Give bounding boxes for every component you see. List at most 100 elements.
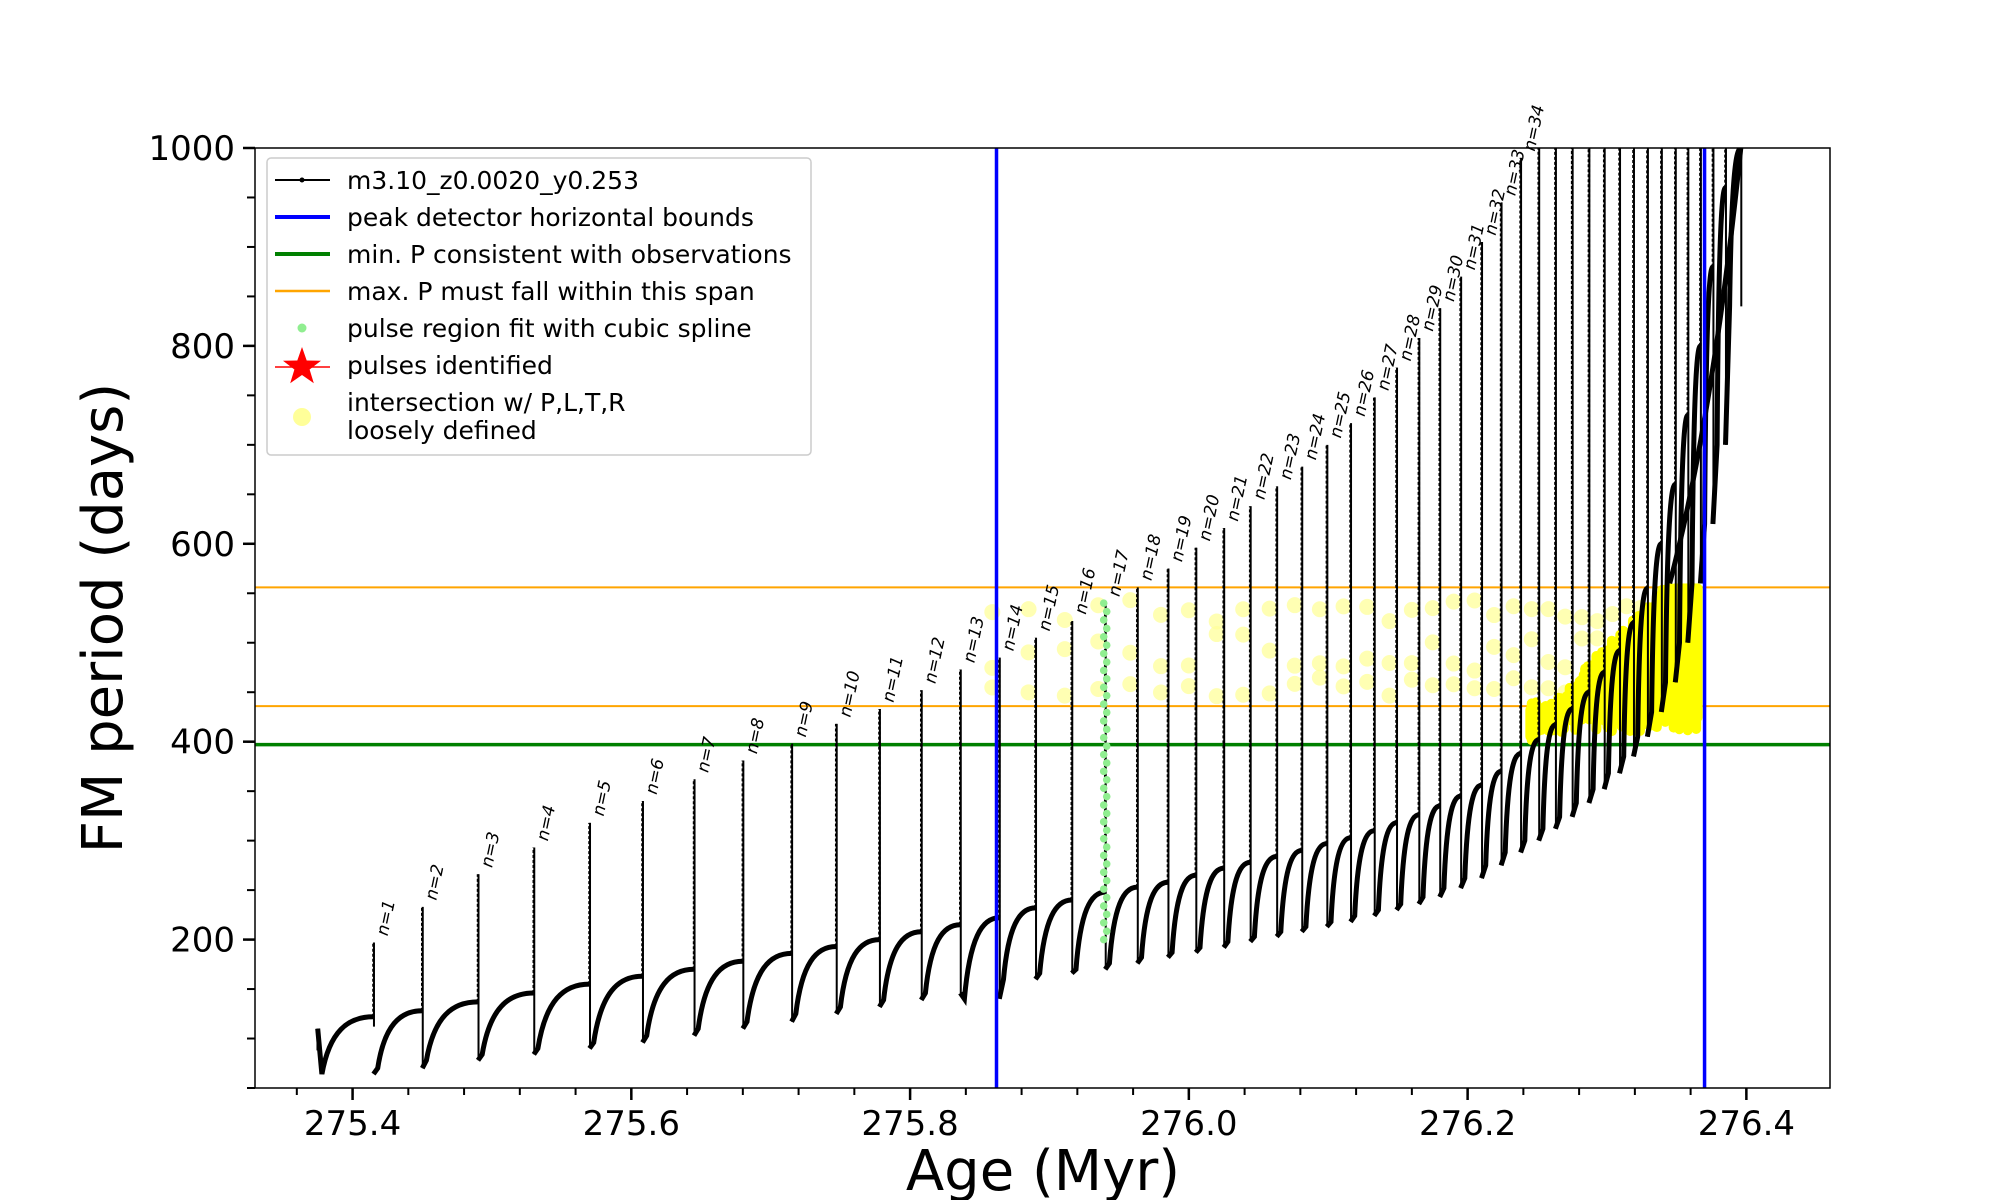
legend-entry-4-label: pulse region fit with cubic spline xyxy=(347,314,752,343)
track-segment-30 xyxy=(1416,803,1441,906)
intersection-marker-28-2 xyxy=(1381,654,1398,671)
track-segment-24 xyxy=(1274,848,1303,939)
x-tick-label-3: 276.0 xyxy=(1140,1104,1237,1144)
track-segment-44 xyxy=(1658,481,1677,713)
spline-point-37 xyxy=(1102,624,1111,633)
x-tick-label-5: 276.4 xyxy=(1698,1104,1795,1144)
track-segment-43 xyxy=(1644,541,1663,738)
track-segment-35 xyxy=(1518,737,1540,854)
spline-point-13 xyxy=(1102,826,1111,835)
track-segment-16 xyxy=(1033,897,1073,981)
intersection-marker-26-1 xyxy=(1335,598,1352,615)
x-tick-label-2: 275.8 xyxy=(861,1104,958,1144)
evolution-tracks xyxy=(315,148,1744,1076)
track-segment-22 xyxy=(1221,859,1251,949)
intersection-marker-30-2 xyxy=(1424,634,1441,651)
intersection-marker-30-1 xyxy=(1424,600,1441,617)
y-tick-label-4: 1000 xyxy=(148,129,235,169)
intersection-marker-25-2 xyxy=(1311,655,1328,672)
legend-entry-4-dot xyxy=(297,323,307,333)
intersection-marker-25-0 xyxy=(1311,669,1328,686)
intersection-marker-35-0 xyxy=(1523,679,1540,696)
track-segment-19 xyxy=(1135,879,1169,965)
track-segment-36 xyxy=(1536,722,1557,842)
y-tick-label-1: 400 xyxy=(170,723,235,763)
x-axis-title: Age (Myr) xyxy=(906,1139,1180,1200)
track-segment-46 xyxy=(1685,343,1703,643)
legend-entry-0-dot xyxy=(299,177,305,183)
spline-point-6 xyxy=(1099,885,1108,893)
legend-entry-2-label: min. P consistent with observations xyxy=(347,240,792,269)
intersection-marker-28-1 xyxy=(1381,613,1398,630)
intersection-marker-32-2 xyxy=(1466,662,1483,679)
intersection-marker-26-0 xyxy=(1335,678,1352,695)
intersection-marker-36-0 xyxy=(1540,680,1557,697)
intersection-marker-21-2 xyxy=(1208,626,1225,643)
intersection-marker-19-2 xyxy=(1152,658,1169,675)
legend-entry-6-label-2: loosely defined xyxy=(347,416,537,445)
intersection-marker-35-1 xyxy=(1523,601,1540,618)
track-segment-25 xyxy=(1299,841,1328,934)
legend-entry-3-label: max. P must fall within this span xyxy=(347,277,755,306)
intersection-marker-35-2 xyxy=(1523,631,1540,648)
track-segment-26 xyxy=(1324,835,1352,929)
intersection-marker-24-2 xyxy=(1286,657,1303,674)
intersection-marker-24-0 xyxy=(1286,675,1303,692)
intersection-marker-41-1 xyxy=(1618,598,1635,615)
intersection-marker-29-0 xyxy=(1403,671,1420,688)
spline-point-17 xyxy=(1102,792,1111,801)
track-segment-20 xyxy=(1165,872,1197,960)
spline-point-15 xyxy=(1102,809,1111,818)
spline-point-40 xyxy=(1099,599,1108,607)
spline-point-8 xyxy=(1099,868,1108,877)
intersection-marker-16-0 xyxy=(1056,687,1073,704)
intersection-marker-32-0 xyxy=(1466,680,1483,697)
intersection-marker-40-1 xyxy=(1604,606,1621,623)
intersection-marker-30-0 xyxy=(1424,677,1441,694)
x-tick-label-4: 276.2 xyxy=(1419,1104,1516,1144)
spline-point-26 xyxy=(1099,717,1108,725)
track-segment-33 xyxy=(1479,768,1502,879)
track-segment-6 xyxy=(587,973,643,1050)
spline-point-25 xyxy=(1102,725,1111,734)
spline-point-35 xyxy=(1102,641,1111,650)
intersection-marker-34-1 xyxy=(1505,598,1522,615)
intersection-marker-27-0 xyxy=(1359,673,1376,690)
intersection-marker-15-1 xyxy=(1020,601,1037,618)
intersection-marker-28-0 xyxy=(1381,687,1398,704)
intersection-marker-22-2 xyxy=(1235,626,1252,643)
spline-point-16 xyxy=(1099,801,1108,809)
track-segment-3 xyxy=(420,999,479,1070)
spline-fit xyxy=(1099,599,1111,944)
track-segment-31 xyxy=(1437,793,1462,899)
intersection-marker-27-1 xyxy=(1359,598,1376,615)
spline-point-4 xyxy=(1099,902,1108,910)
intersection-marker-33-2 xyxy=(1486,638,1503,655)
x-tick-label-1: 275.6 xyxy=(583,1104,680,1144)
track-segment-18 xyxy=(1103,884,1138,971)
intersection-marker-31-0 xyxy=(1445,676,1462,693)
track-segment-41 xyxy=(1617,620,1635,774)
track-segment-38 xyxy=(1569,689,1590,818)
spline-point-33 xyxy=(1102,658,1111,666)
track-segment-12 xyxy=(877,929,922,1009)
legend-entry-6-label: intersection w/ P,L,T,R xyxy=(347,388,626,417)
intersection-marker-33-0 xyxy=(1486,680,1503,697)
track-segment-17 xyxy=(1070,889,1106,976)
spline-point-9 xyxy=(1102,860,1111,868)
intersection-marker-18-2 xyxy=(1122,644,1139,661)
spline-point-21 xyxy=(1102,759,1111,767)
intersection-marker-31-1 xyxy=(1445,593,1462,610)
intersection-marker-16-2 xyxy=(1056,641,1073,658)
spline-point-19 xyxy=(1102,775,1111,784)
track-segment-34 xyxy=(1498,751,1522,867)
track-segment-2 xyxy=(371,1008,423,1076)
spline-point-22 xyxy=(1099,750,1108,759)
intersection-marker-37-1 xyxy=(1557,608,1574,625)
intersection-marker-15-0 xyxy=(1020,684,1037,701)
intersection-marker-38-2 xyxy=(1573,630,1590,647)
legend-entry-1-label: peak detector horizontal bounds xyxy=(347,203,754,232)
track-segment-27 xyxy=(1348,828,1375,924)
track-segment-29 xyxy=(1394,812,1420,912)
